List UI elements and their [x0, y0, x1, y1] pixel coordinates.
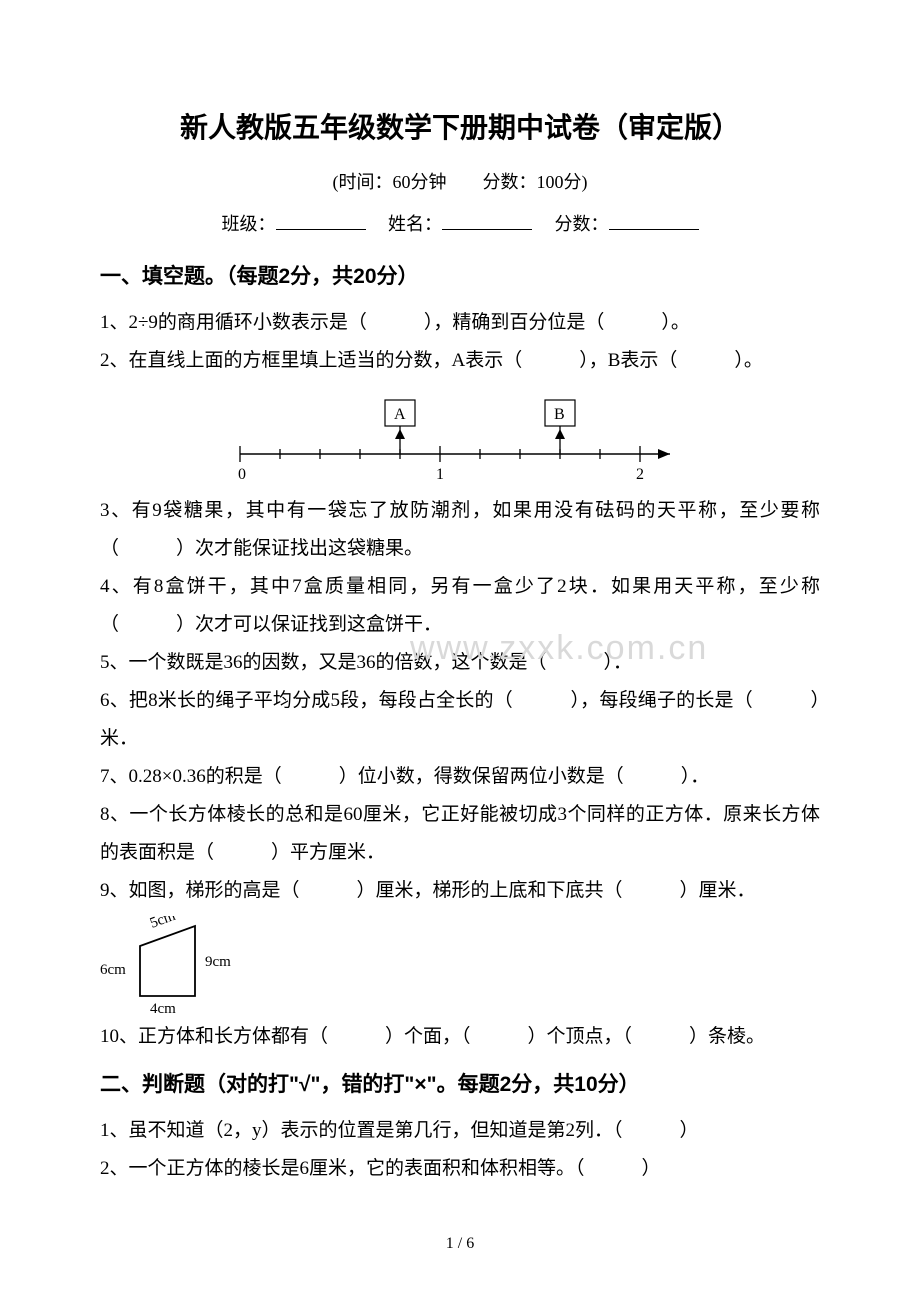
numline-label-2: 2	[636, 466, 644, 483]
trap-top-label: 5cm	[148, 916, 178, 932]
class-blank	[276, 210, 366, 230]
question-1-7: 7、0.28×0.36的积是（ ）位小数，得数保留两位小数是（ ）．	[100, 758, 820, 796]
question-1-4: 4、有8盒饼干，其中7盒质量相同，另有一盒少了2块．如果用天平称，至少称（ ）次…	[100, 568, 820, 644]
number-line-figure: 0 1 2 A B	[210, 394, 710, 484]
page: { "title": "新人教版五年级数学下册期中试卷（审定版）", "meta…	[100, 100, 820, 1260]
question-1-3: 3、有9袋糖果，其中有一袋忘了放防潮剂，如果用没有砝码的天平称，至少要称（ ）次…	[100, 492, 820, 568]
name-blank	[442, 210, 532, 230]
trap-bottom-label: 4cm	[150, 1001, 176, 1016]
page-footer: 1 / 6	[100, 1228, 820, 1260]
question-1-1: 1、2÷9的商用循环小数表示是（ ），精确到百分位是（ ）。	[100, 304, 820, 342]
student-info-line: 班级： 姓名： 分数：	[100, 206, 820, 242]
question-2-2: 2、一个正方体的棱长是6厘米，它的表面积和体积相等。（ ）	[100, 1150, 820, 1188]
section-2-heading: 二、判断题（对的打"√"，错的打"×"。每题2分，共10分）	[100, 1064, 820, 1106]
question-1-6: 6、把8米长的绳子平均分成5段，每段占全长的（ ），每段绳子的长是（ ）米．	[100, 682, 820, 758]
exam-meta: (时间：60分钟 分数：100分)	[100, 164, 820, 200]
trap-left-label: 6cm	[100, 962, 126, 978]
section-1-heading: 一、填空题。（每题2分，共20分）	[100, 256, 820, 298]
trap-right-label: 9cm	[205, 954, 231, 970]
question-2-1: 1、虽不知道（2，y）表示的位置是第几行，但知道是第2列．（ ）	[100, 1112, 820, 1150]
question-1-8: 8、一个长方体棱长的总和是60厘米，它正好能被切成3个同样的正方体．原来长方体的…	[100, 796, 820, 872]
question-1-2: 2、在直线上面的方框里填上适当的分数，A表示（ ），B表示（ ）。	[100, 342, 820, 380]
numline-box-a: A	[394, 406, 406, 423]
page-title: 新人教版五年级数学下册期中试卷（审定版）	[100, 100, 820, 156]
numline-label-0: 0	[238, 466, 246, 483]
class-label: 班级：	[222, 214, 276, 234]
question-1-9: 9、如图，梯形的高是（ ）厘米，梯形的上底和下底共（ ）厘米．	[100, 872, 820, 910]
numline-label-1: 1	[436, 466, 444, 483]
question-1-10: 10、正方体和长方体都有（ ）个面，（ ）个顶点，（ ）条棱。	[100, 1018, 820, 1056]
numline-box-b: B	[554, 406, 565, 423]
question-1-5: 5、一个数既是36的因数，又是36的倍数，这个数是（ ）．	[100, 644, 820, 682]
score-blank	[609, 210, 699, 230]
trapezoid-figure: 5cm 6cm 9cm 4cm	[100, 916, 270, 1016]
score-label: 分数：	[555, 214, 609, 234]
name-label: 姓名：	[388, 214, 442, 234]
